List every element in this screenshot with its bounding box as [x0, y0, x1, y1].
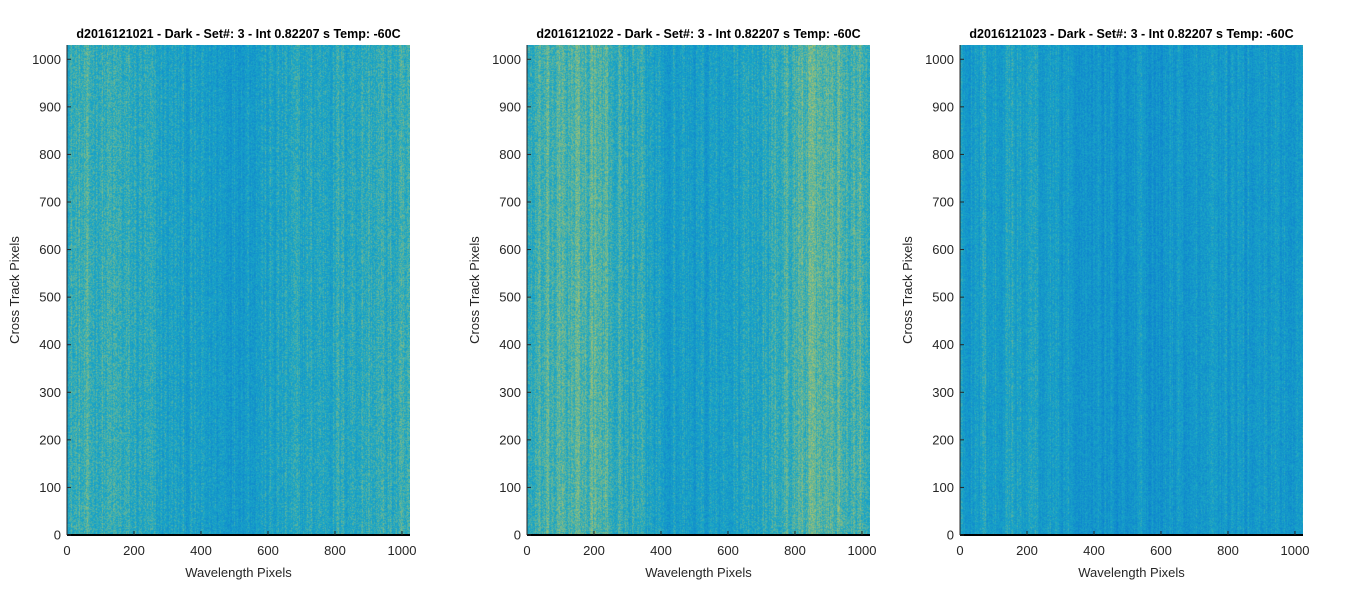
x-tick-label: 1000 — [388, 543, 417, 558]
y-tick-label: 900 — [932, 99, 954, 114]
y-tick-label: 600 — [499, 242, 521, 257]
y-tick-label: 200 — [39, 432, 61, 447]
x-tick-label: 800 — [784, 543, 806, 558]
y-tick-label: 300 — [932, 385, 954, 400]
x-tick-label: 400 — [190, 543, 212, 558]
y-tick-label: 200 — [499, 432, 521, 447]
y-tick-label: 700 — [932, 194, 954, 209]
y-tick-label: 800 — [39, 147, 61, 162]
y-axis-label: Cross Track Pixels — [7, 236, 22, 344]
y-tick-label: 700 — [39, 194, 61, 209]
y-tick-label: 600 — [932, 242, 954, 257]
chart-panel-1: 0 200 400 600 800 1000 0 100 200 300 400 500 600 700 8… — [7, 27, 416, 580]
x-tick-label: 0 — [956, 543, 963, 558]
y-tick-label: 900 — [39, 99, 61, 114]
y-tick-label: 700 — [499, 194, 521, 209]
x-tick-label: 600 — [257, 543, 279, 558]
x-tick-label: 200 — [1016, 543, 1038, 558]
y-tick-label: 500 — [499, 290, 521, 305]
x-tick-label: 200 — [583, 543, 605, 558]
y-tick-label: 500 — [932, 290, 954, 305]
chart-title: d2016121022 - Dark - Set#: 3 - Int 0.822… — [536, 27, 860, 41]
y-axis-label: Cross Track Pixels — [900, 236, 915, 344]
y-tick-label: 0 — [54, 528, 61, 543]
y-tick-label: 900 — [499, 99, 521, 114]
x-tick-label: 600 — [1150, 543, 1172, 558]
chart-title: d2016121023 - Dark - Set#: 3 - Int 0.822… — [969, 27, 1293, 41]
y-tick-label: 1000 — [925, 52, 954, 67]
y-tick-label: 400 — [499, 337, 521, 352]
y-tick-label: 1000 — [492, 52, 521, 67]
y-tick-label: 400 — [932, 337, 954, 352]
chart-panel-3: 0 200 400 600 800 1000 0 100 200 300 400 500 600 700 8… — [900, 27, 1309, 580]
x-tick-label: 1000 — [1281, 543, 1310, 558]
y-tick-label: 300 — [39, 385, 61, 400]
y-tick-label: 100 — [932, 480, 954, 495]
y-tick-label: 300 — [499, 385, 521, 400]
chart-panel-2: 0 200 400 600 800 1000 0 100 200 300 400 500 600 700 8… — [467, 27, 876, 580]
heatmap-image — [527, 45, 870, 535]
x-tick-label: 600 — [717, 543, 739, 558]
x-axis-label: Wavelength Pixels — [1078, 565, 1185, 580]
chart-title: d2016121021 - Dark - Set#: 3 - Int 0.822… — [76, 27, 400, 41]
heatmap-image — [960, 45, 1303, 535]
x-tick-label: 200 — [123, 543, 145, 558]
y-tick-label: 800 — [499, 147, 521, 162]
y-tick-label: 0 — [947, 528, 954, 543]
y-tick-label: 600 — [39, 242, 61, 257]
x-tick-label: 1000 — [848, 543, 877, 558]
x-axis-label: Wavelength Pixels — [645, 565, 752, 580]
heatmap-image — [67, 45, 410, 535]
x-tick-label: 0 — [63, 543, 70, 558]
y-tick-label: 400 — [39, 337, 61, 352]
x-axis-label: Wavelength Pixels — [185, 565, 292, 580]
x-tick-label: 400 — [1083, 543, 1105, 558]
y-tick-label: 100 — [39, 480, 61, 495]
y-tick-label: 800 — [932, 147, 954, 162]
x-tick-label: 0 — [523, 543, 530, 558]
y-tick-label: 200 — [932, 432, 954, 447]
x-tick-label: 800 — [324, 543, 346, 558]
y-tick-label: 100 — [499, 480, 521, 495]
x-tick-label: 800 — [1217, 543, 1239, 558]
y-tick-label: 1000 — [32, 52, 61, 67]
x-tick-label: 400 — [650, 543, 672, 558]
y-tick-label: 500 — [39, 290, 61, 305]
y-tick-label: 0 — [514, 528, 521, 543]
y-axis-label: Cross Track Pixels — [467, 236, 482, 344]
